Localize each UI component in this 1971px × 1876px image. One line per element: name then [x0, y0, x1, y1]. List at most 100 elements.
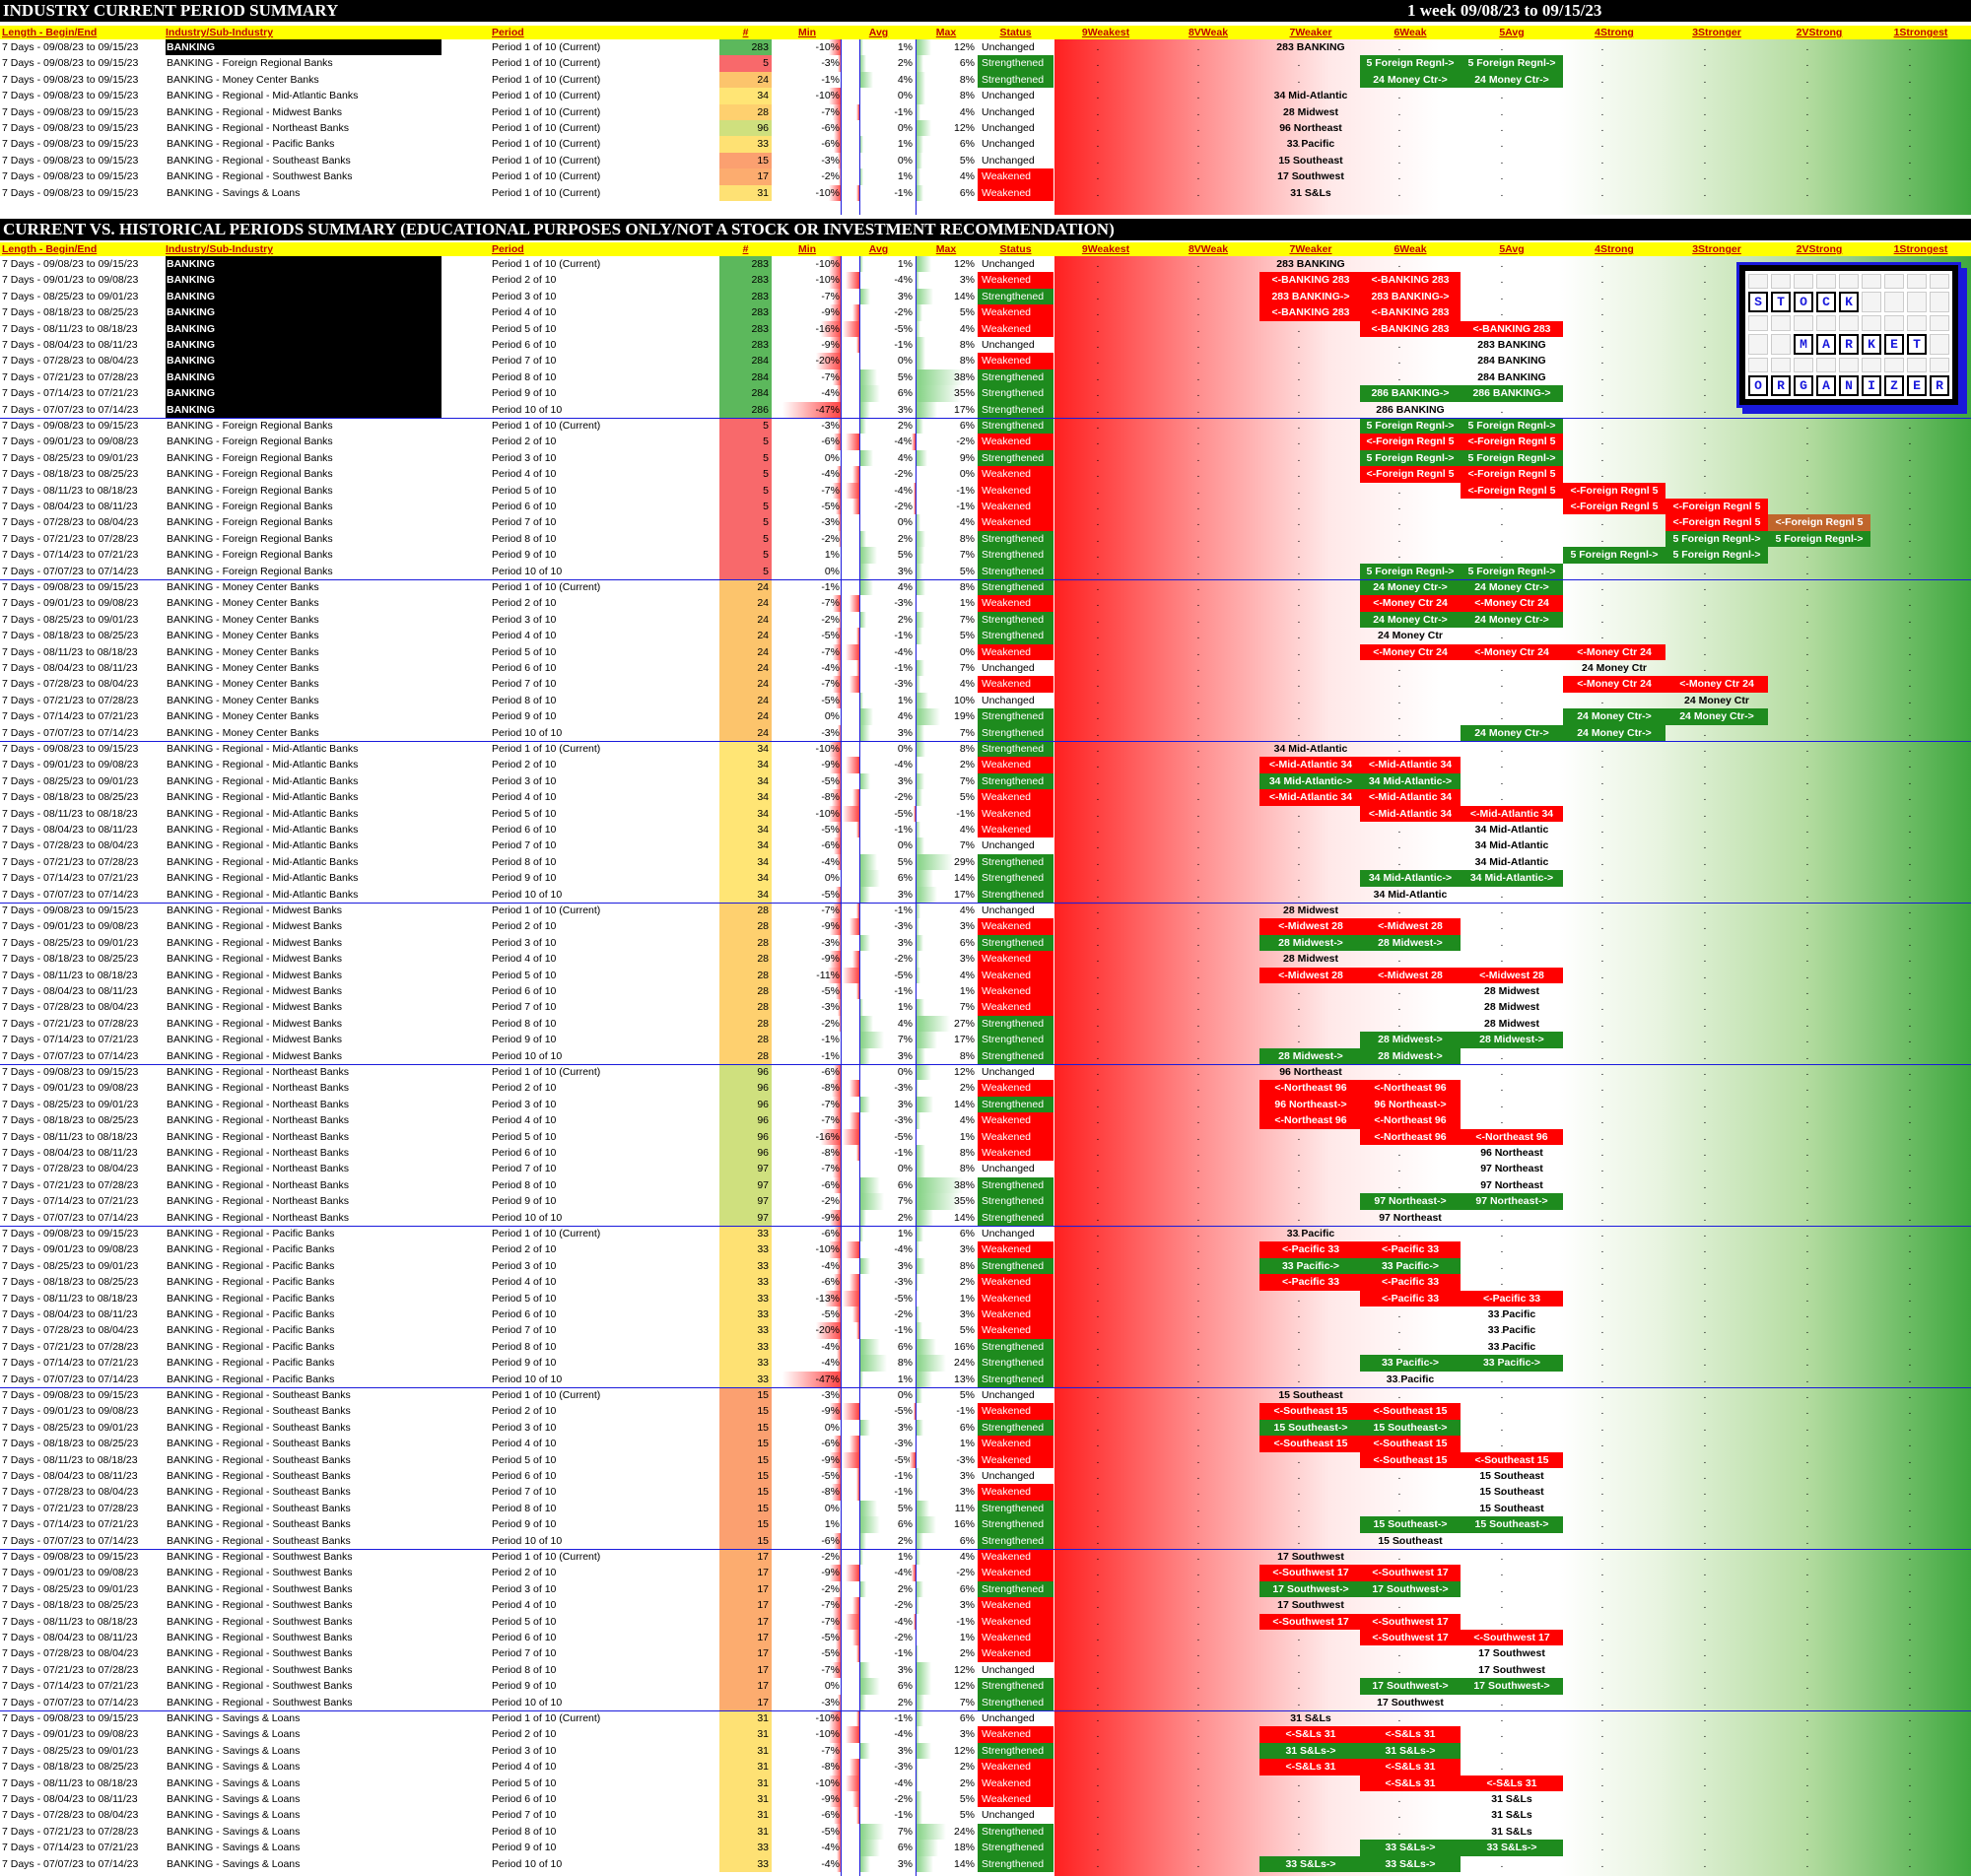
- tier-dot: .: [1703, 1825, 1707, 1838]
- section-title-current: INDUSTRY CURRENT PERIOD SUMMARY 1 week 0…: [0, 0, 1971, 22]
- count-cell: 284: [719, 368, 772, 386]
- min-cell: -4%: [821, 387, 840, 400]
- tier-dot: .: [1196, 532, 1200, 545]
- avg-databar: [859, 999, 863, 1016]
- avg-cell: -2%: [894, 953, 913, 966]
- tier-dot: .: [1805, 985, 1809, 997]
- max-databar: [916, 1241, 919, 1258]
- tier-dot: .: [1703, 1809, 1707, 1822]
- industry-cell: BANKING - Foreign Regional Banks: [167, 420, 333, 432]
- column-header: 5Avg: [1499, 27, 1525, 38]
- avg-databar: [855, 184, 859, 201]
- strength-tag: 17 Southwest: [1478, 1663, 1545, 1676]
- industry-cell: BANKING - Regional - Southeast Banks: [167, 1534, 351, 1547]
- avg-databar: [859, 1516, 880, 1533]
- tier-dot: .: [1805, 694, 1809, 706]
- tier-dot: .: [1397, 1324, 1401, 1337]
- tier-dot: .: [1600, 1324, 1604, 1337]
- tier-dot: .: [1397, 339, 1401, 351]
- status-cell: Weakened: [978, 1145, 1053, 1162]
- tier-dot: .: [1600, 1518, 1604, 1531]
- strength-tag: 34 Mid-Atlantic: [1273, 90, 1348, 102]
- count-cell: 33: [719, 1257, 772, 1275]
- logo-tile: A: [1816, 374, 1836, 396]
- max-cell: 1%: [959, 1292, 975, 1305]
- length-cell: 7 Days - 08/25/23 to 09/01/23: [2, 1744, 139, 1757]
- logo-tile: [1771, 315, 1791, 331]
- strength-tag: 5 Foreign Regnl->: [1665, 530, 1768, 548]
- min-databar: [834, 136, 842, 153]
- min-databar: [829, 1775, 842, 1791]
- length-cell: 7 Days - 07/14/23 to 07/21/23: [2, 872, 139, 885]
- strength-tag: 17 Southwest->: [1259, 1580, 1362, 1598]
- avg-databar: [852, 1597, 859, 1614]
- tier-dot: .: [1196, 1809, 1200, 1822]
- period-cell: Period 1 of 10 (Current): [492, 105, 601, 118]
- tier-dot: .: [1600, 1357, 1604, 1370]
- period-cell: Period 3 of 10: [492, 1259, 557, 1272]
- tier-dot: .: [1805, 403, 1809, 416]
- tier-dot: .: [1805, 1357, 1809, 1370]
- min-databar: [835, 692, 842, 709]
- min-cell: -2%: [821, 170, 840, 183]
- tier-dot: .: [1703, 1049, 1707, 1062]
- strength-tag: <-Southeast 15: [1360, 1403, 1461, 1420]
- tier-dot: .: [1297, 1001, 1301, 1014]
- period-cell: Period 5 of 10: [492, 1292, 557, 1305]
- tier-dot: .: [1196, 1551, 1200, 1563]
- max-cell: 4%: [959, 1551, 975, 1563]
- column-header: Max: [935, 243, 957, 255]
- column-header: Min: [797, 27, 817, 38]
- tier-dot: .: [1196, 1147, 1200, 1159]
- column-header: Period: [492, 27, 524, 38]
- tier-dot: .: [1196, 1082, 1200, 1095]
- length-cell: 7 Days - 08/18/23 to 08/25/23: [2, 1599, 139, 1612]
- avg-cell: -3%: [894, 1438, 913, 1450]
- tier-dot: .: [1908, 1114, 1912, 1127]
- length-cell: 7 Days - 07/21/23 to 07/28/23: [2, 1825, 139, 1838]
- table-row: 7 Days - 08/18/23 to 08/25/23 BANKING - S…: [0, 1759, 1971, 1776]
- industry-cell: BANKING - Savings & Loans: [167, 1825, 301, 1838]
- tier-dot: .: [1703, 339, 1707, 351]
- min-databar: [832, 103, 842, 120]
- strength-tag: 15 Southeast: [1479, 1486, 1544, 1499]
- max-cell: -1%: [956, 1405, 975, 1418]
- tier-dot: .: [1703, 1842, 1707, 1854]
- tier-dot: .: [1600, 1292, 1604, 1305]
- count-cell: 34: [719, 789, 772, 806]
- min-cell: -6%: [821, 839, 840, 852]
- tier-dot: .: [1096, 953, 1100, 966]
- max-cell: 5%: [959, 630, 975, 642]
- industry-cell: BANKING - Regional - Pacific Banks: [167, 1324, 335, 1337]
- max-databar: [916, 103, 921, 120]
- length-cell: 7 Days - 07/21/23 to 07/28/23: [2, 1502, 139, 1514]
- tier-dot: .: [1703, 1486, 1707, 1499]
- tier-dot: .: [1703, 387, 1707, 400]
- status-cell: Weakened: [978, 1322, 1053, 1339]
- tier-dot: .: [1908, 1615, 1912, 1628]
- min-databar: [839, 611, 842, 629]
- tier-dot: .: [1805, 597, 1809, 610]
- max-databar: [916, 708, 940, 725]
- tier-dot: .: [1297, 662, 1301, 674]
- industry-cell: BANKING - Foreign Regional Banks: [167, 57, 333, 70]
- length-cell: 7 Days - 08/18/23 to 08/25/23: [2, 791, 139, 804]
- max-databar: [916, 1274, 918, 1291]
- length-cell: 7 Days - 08/11/23 to 08/18/23: [2, 322, 138, 335]
- tier-dot: .: [1703, 824, 1707, 836]
- max-cell: 7%: [959, 726, 975, 739]
- table-row: 7 Days - 08/25/23 to 09/01/23 BANKING - S…: [0, 1742, 1971, 1760]
- table-row: 7 Days - 08/25/23 to 09/01/23 BANKING - R…: [0, 934, 1971, 952]
- min-cell: -2%: [821, 1551, 840, 1563]
- tier-dot: .: [1196, 436, 1200, 448]
- tier-dot: .: [1397, 839, 1401, 852]
- avg-cell: 6%: [897, 1842, 913, 1854]
- count-cell: 283: [719, 337, 772, 354]
- tier-dot: .: [1600, 791, 1604, 804]
- max-cell: 6%: [959, 57, 975, 70]
- tier-dot: .: [1096, 1551, 1100, 1563]
- table-row: 7 Days - 09/08/23 to 09/15/23 BANKING - R…: [0, 88, 1971, 104]
- length-cell: 7 Days - 07/21/23 to 07/28/23: [2, 370, 139, 383]
- period-cell: Period 4 of 10: [492, 1276, 557, 1289]
- max-cell: 7%: [959, 774, 975, 787]
